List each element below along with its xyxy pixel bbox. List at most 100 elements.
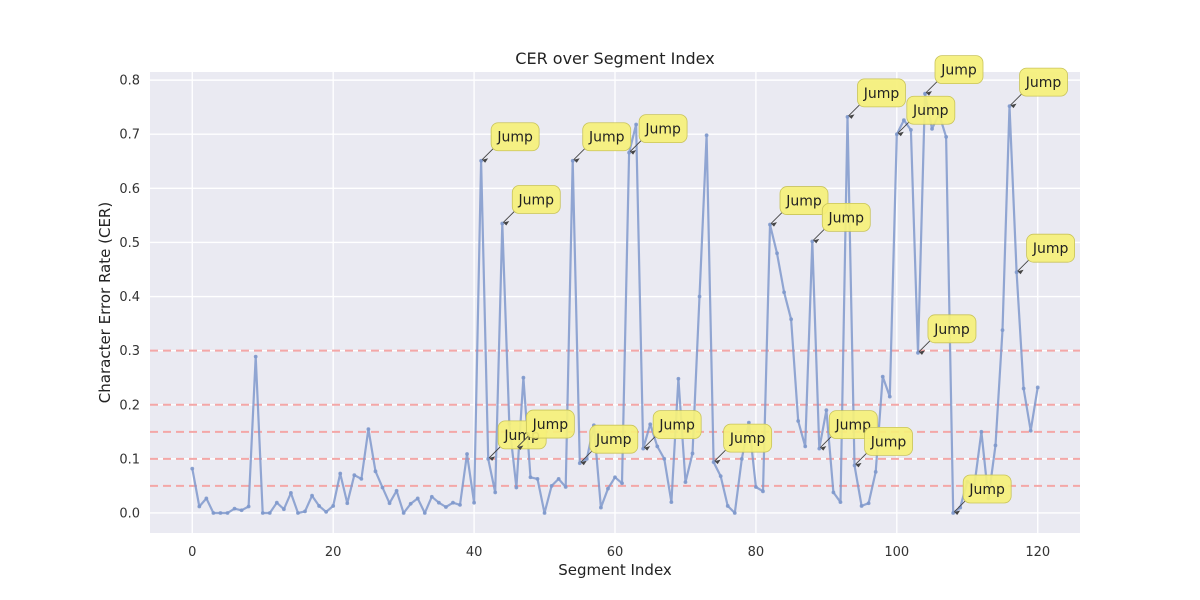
data-point <box>634 122 639 127</box>
annotation-box <box>652 410 702 439</box>
annotation-arrow <box>925 81 938 93</box>
data-point <box>465 452 469 456</box>
data-point <box>810 239 815 244</box>
annotation-arrow <box>897 121 910 134</box>
annotation-box <box>906 95 956 125</box>
data-point <box>197 504 202 509</box>
data-point <box>909 127 913 132</box>
annotation-arrow <box>643 436 656 448</box>
data-point <box>535 476 540 481</box>
y-tick-label: 0.2 <box>119 398 140 413</box>
data-point <box>979 429 984 434</box>
annotation-box <box>857 78 906 108</box>
data-point <box>577 461 582 466</box>
data-point <box>521 375 526 380</box>
data-point <box>1014 270 1019 275</box>
annotation-box <box>821 202 871 232</box>
annotation-label: Jump <box>863 86 900 102</box>
data-point <box>563 485 568 489</box>
data-point <box>690 451 695 456</box>
annotation-arrowhead <box>848 114 855 119</box>
data-point <box>732 511 737 515</box>
annotation-label: Jump <box>835 418 872 434</box>
data-point <box>916 350 920 355</box>
data-point <box>704 133 709 138</box>
data-point <box>486 456 491 461</box>
annotation-arrow <box>855 453 867 465</box>
data-point <box>190 466 195 471</box>
chart-title: CER over Segment Index <box>515 49 714 68</box>
jump-annotation: Jump <box>643 410 702 451</box>
data-point <box>422 511 427 515</box>
annotation-label: Jump <box>588 130 625 146</box>
data-point <box>901 118 906 123</box>
annotation-box <box>927 314 977 344</box>
annotation-arrow <box>1017 259 1029 272</box>
data-point <box>620 481 624 486</box>
annotation-arrow <box>819 436 832 448</box>
annotation-box <box>638 114 688 144</box>
data-point <box>711 460 716 465</box>
jump-annotation: Jump <box>918 314 977 355</box>
reference-lines <box>150 349 1080 487</box>
annotation-arrowhead <box>714 459 721 465</box>
data-point <box>648 422 653 427</box>
annotation-arrowhead <box>1017 269 1024 275</box>
annotation-arrowhead <box>489 456 496 461</box>
data-point <box>669 500 674 505</box>
annotation-arrowhead <box>820 446 827 451</box>
annotation-box <box>525 409 575 439</box>
data-point <box>549 484 554 488</box>
data-point <box>803 444 808 449</box>
data-point <box>923 91 927 96</box>
data-point <box>845 115 850 119</box>
annotation-arrow <box>580 450 593 463</box>
annotation-arrowhead <box>897 131 904 137</box>
annotation-box <box>779 186 829 215</box>
annotation-arrow <box>812 229 825 241</box>
data-point <box>317 504 321 508</box>
annotation-arrowhead <box>580 460 587 466</box>
annotation-arrowhead <box>1010 103 1017 109</box>
x-tick-label: 80 <box>748 545 765 560</box>
data-point <box>683 480 688 485</box>
data-point <box>514 485 519 490</box>
jump-annotation: Jump <box>1017 233 1075 275</box>
y-tick-label: 0.4 <box>119 290 140 305</box>
annotation-box <box>1026 233 1075 263</box>
jump-annotation: Jump <box>502 185 561 226</box>
annotation-arrow <box>517 435 529 448</box>
data-point <box>359 476 364 481</box>
annotation-label: Jump <box>729 431 766 447</box>
data-point <box>246 504 251 509</box>
jump-annotation: Jump <box>953 474 1012 515</box>
annotation-arrowhead <box>644 446 651 451</box>
data-point <box>775 251 779 256</box>
data-point <box>429 494 434 499</box>
data-point <box>1000 328 1005 332</box>
data-point <box>887 394 892 399</box>
data-point <box>894 132 899 137</box>
data-point <box>479 158 484 163</box>
data-point <box>662 456 667 461</box>
data-point <box>655 444 660 449</box>
data-point <box>1021 386 1026 391</box>
data-point <box>324 509 329 514</box>
axis-ticks: 0 20 40 60 80 100 120 0.0 0.1 0.2 0.3 0.4 0.5 0.6 0.7 0… <box>119 74 1050 560</box>
data-point <box>676 376 681 381</box>
data-point <box>204 496 209 501</box>
annotation-box <box>962 474 1012 504</box>
data-point <box>211 511 216 515</box>
annotation-arrowhead <box>503 221 510 226</box>
data-point <box>394 488 399 493</box>
data-point <box>746 420 751 425</box>
jump-annotation: Jump <box>573 122 632 163</box>
annotation-label: Jump <box>870 434 907 450</box>
data-point <box>796 419 801 423</box>
data-point <box>782 290 786 295</box>
data-point <box>817 446 822 451</box>
data-point <box>444 505 448 509</box>
annotation-arrowhead <box>771 222 777 227</box>
data-point <box>451 500 455 505</box>
